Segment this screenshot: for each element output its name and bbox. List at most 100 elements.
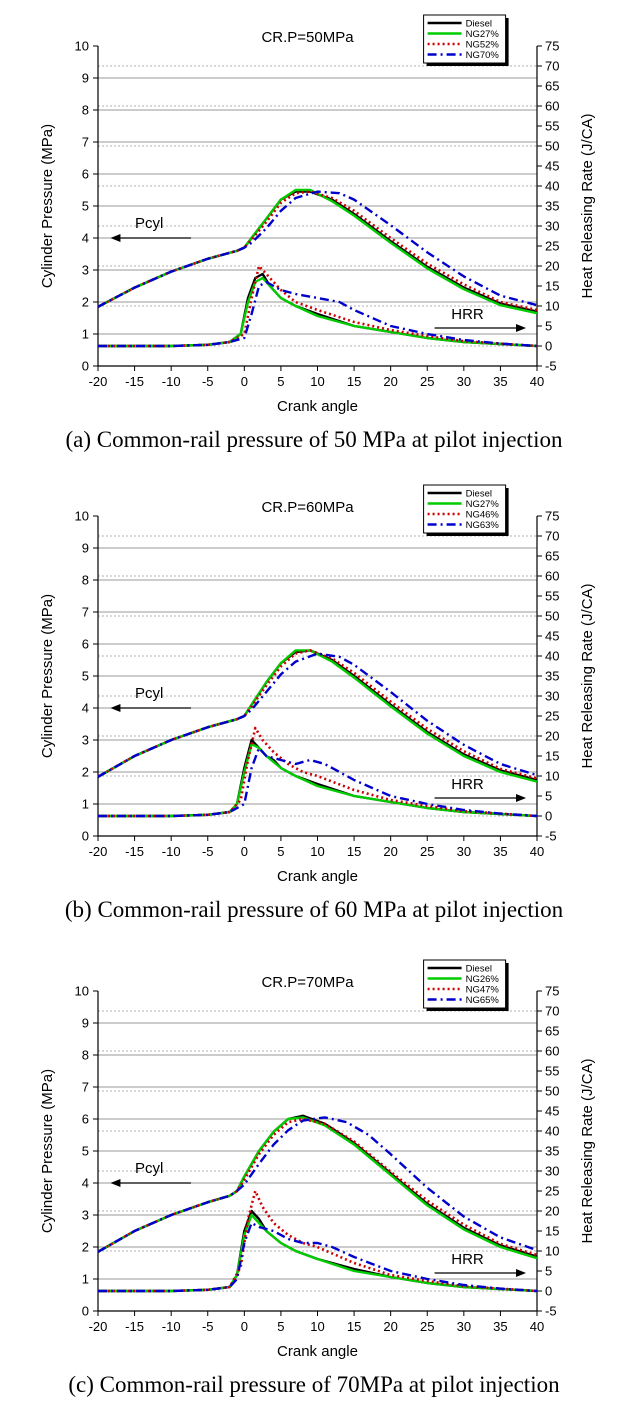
legend-label: NG52% <box>466 40 500 51</box>
y-tick-label-right: 45 <box>545 159 559 174</box>
y-tick-label-right: 55 <box>545 589 559 604</box>
series-line-hrr-ng47pct <box>98 1189 538 1293</box>
y-tick-label-right: 70 <box>545 59 559 74</box>
x-tick-label: -15 <box>125 844 144 859</box>
y-tick-label-right: 75 <box>545 509 559 524</box>
y-tick-label-right: 45 <box>545 1104 559 1119</box>
x-tick-label: 40 <box>530 1319 544 1334</box>
y-tick-label-right: 15 <box>545 749 559 764</box>
x-tick-label: -10 <box>162 374 181 389</box>
y-tick-label-right: 5 <box>545 789 552 804</box>
y-tick-label-right: 40 <box>545 1124 559 1139</box>
x-axis-label: Crank angle <box>277 868 358 885</box>
y-tick-label-right: 35 <box>545 669 559 684</box>
y-tick-label-right: 60 <box>545 569 559 584</box>
hrr-arrow-head <box>516 324 527 332</box>
y-tick-label-right: 50 <box>545 609 559 624</box>
x-tick-label: 30 <box>457 844 471 859</box>
legend-label: Diesel <box>466 489 492 500</box>
y-tick-label-left: 6 <box>82 167 89 182</box>
y-tick-label-right: 55 <box>545 119 559 134</box>
y-axis-label-left: Cylinder Pressure (MPa) <box>39 594 56 758</box>
x-tick-label: -20 <box>89 1319 108 1334</box>
hrr-arrow-head <box>516 794 527 802</box>
y-tick-label-right: 75 <box>545 39 559 54</box>
y-tick-label-right: 45 <box>545 629 559 644</box>
x-tick-label: 0 <box>241 1319 248 1334</box>
x-tick-label: 5 <box>277 1319 284 1334</box>
y-tick-label-right: 30 <box>545 219 559 234</box>
series-line-pcyl-ng65pct <box>97 1116 538 1253</box>
chart-c: -20 -15 -10 -5 0 5 10 15 20 25 30 35 40012345678910-… <box>39 959 596 1360</box>
x-tick-label: 20 <box>383 844 397 859</box>
y-axis-label-right: Heat Releasing Rate (J/CA) <box>579 1058 596 1243</box>
x-tick-label: -10 <box>162 844 181 859</box>
series-line-pcyl-ng47pct <box>97 1117 538 1257</box>
y-tick-label-right: 70 <box>545 529 559 544</box>
y-tick-label-left: 0 <box>82 359 89 374</box>
x-tick-label: 25 <box>420 844 434 859</box>
y-tick-label-right: 25 <box>545 709 559 724</box>
pcyl-arrow-head <box>110 234 121 242</box>
x-axis-label: Crank angle <box>277 1343 358 1360</box>
series-line-pcyl-diesel <box>97 649 538 782</box>
x-tick-label: 5 <box>277 844 284 859</box>
chart-panel-b: -20 -15 -10 -5 0 5 10 15 20 25 30 35 40 0 1 2 3 4 5 6 7 8 9 10-… <box>0 470 628 930</box>
series-line-pcyl-ng46pct <box>97 649 538 780</box>
y-tick-label-left: 8 <box>82 1048 89 1063</box>
y-tick-label-right: 75 <box>545 984 559 999</box>
series-line-hrr-ng52pct <box>98 264 538 348</box>
y-tick-label-right: 15 <box>545 1224 559 1239</box>
y-axis-label-right: Heat Releasing Rate (J/CA) <box>579 583 596 768</box>
y-tick-label-left: 4 <box>82 701 89 716</box>
y-tick-label-right: 40 <box>545 649 559 664</box>
y-tick-label-left: 9 <box>82 71 89 86</box>
x-tick-label: 35 <box>493 1319 507 1334</box>
x-tick-label: 25 <box>420 1319 434 1334</box>
y-tick-label-left: 9 <box>82 1016 89 1031</box>
y-tick-label-left: 1 <box>82 797 89 812</box>
x-tick-label: 15 <box>347 374 361 389</box>
series-line-hrr-ng63pct <box>98 746 538 818</box>
x-tick-label: 40 <box>530 844 544 859</box>
y-tick-label-right: 20 <box>545 259 559 274</box>
hrr-annotation: HRR <box>451 306 484 323</box>
x-tick-label: 5 <box>277 374 284 389</box>
y-tick-label-right: 15 <box>545 279 559 294</box>
y-tick-label-right: -5 <box>545 1304 557 1319</box>
chart-a: -20 -15 -10 -5 0 5 10 15 20 25 30 35 40012345678910-… <box>39 14 596 415</box>
chart-title: CR.P=70MPa <box>261 974 354 991</box>
chart-panel-c: -20 -15 -10 -5 0 5 10 15 20 25 30 35 40 0 1 2 3 4 5 6 7 8 9 10-… <box>0 945 628 1405</box>
y-tick-label-left: 0 <box>82 829 89 844</box>
y-tick-label-left: 3 <box>82 733 89 748</box>
pcyl-annotation: Pcyl <box>135 1160 163 1177</box>
y-tick-label-right: 0 <box>545 809 552 824</box>
y-tick-label-right: 10 <box>545 299 559 314</box>
x-tick-label: 0 <box>241 844 248 859</box>
y-tick-label-left: 7 <box>82 135 89 150</box>
y-tick-label-right: 30 <box>545 1164 559 1179</box>
y-tick-label-right: -5 <box>545 829 557 844</box>
y-tick-label-right: 35 <box>545 1144 559 1159</box>
y-tick-label-right: 60 <box>545 99 559 114</box>
series-line-pcyl-ng27pct <box>97 188 538 315</box>
y-tick-label-left: 3 <box>82 263 89 278</box>
y-tick-label-right: 55 <box>545 1064 559 1079</box>
y-tick-label-left: 4 <box>82 231 89 246</box>
y-tick-label-right: 20 <box>545 1204 559 1219</box>
y-tick-label-left: 2 <box>82 295 89 310</box>
legend-label: Diesel <box>466 964 492 975</box>
x-tick-label: 30 <box>457 374 471 389</box>
y-tick-label-left: 2 <box>82 765 89 780</box>
legend-label: Diesel <box>466 19 492 30</box>
x-tick-label: 0 <box>241 374 248 389</box>
legend-label: NG27% <box>466 499 500 510</box>
y-tick-label-left: 6 <box>82 637 89 652</box>
y-tick-label-right: 50 <box>545 139 559 154</box>
y-tick-label-left: 7 <box>82 1080 89 1095</box>
x-tick-label: 40 <box>530 374 544 389</box>
series-line-pcyl-ng26pct <box>97 1116 538 1260</box>
hrr-annotation: HRR <box>451 776 484 793</box>
y-axis-label-left: Cylinder Pressure (MPa) <box>39 124 56 288</box>
y-tick-label-left: 5 <box>82 669 89 684</box>
